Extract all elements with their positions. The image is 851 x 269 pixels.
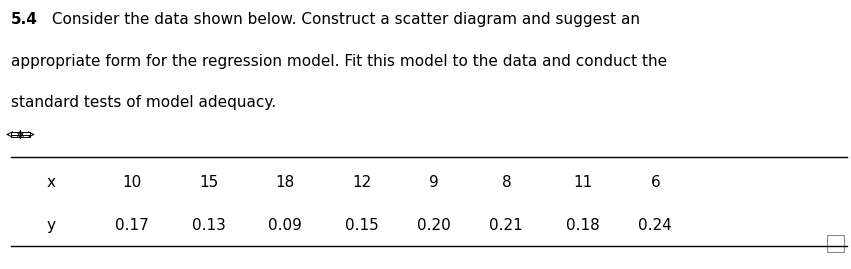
Text: 12: 12 (352, 175, 371, 190)
Text: x: x (47, 175, 56, 190)
Text: 18: 18 (276, 175, 294, 190)
Text: y: y (47, 218, 56, 233)
Text: Consider the data shown below. Construct a scatter diagram and suggest an: Consider the data shown below. Construct… (47, 12, 640, 27)
Text: 15: 15 (199, 175, 218, 190)
Text: 0.13: 0.13 (191, 218, 226, 233)
Text: 0.17: 0.17 (115, 218, 149, 233)
Text: 0.24: 0.24 (638, 218, 672, 233)
Text: 0.15: 0.15 (345, 218, 379, 233)
Text: appropriate form for the regression model. Fit this model to the data and conduc: appropriate form for the regression mode… (11, 54, 667, 69)
Bar (827, 235, 844, 252)
Text: 5.4: 5.4 (11, 12, 38, 27)
Text: 9: 9 (429, 175, 439, 190)
Text: 8: 8 (501, 175, 511, 190)
Text: 0.18: 0.18 (566, 218, 600, 233)
Text: standard tests of model adequacy.: standard tests of model adequacy. (11, 95, 277, 111)
Text: 10: 10 (123, 175, 141, 190)
Text: 11: 11 (574, 175, 592, 190)
Text: 0.21: 0.21 (489, 218, 523, 233)
Text: 6: 6 (650, 175, 660, 190)
Bar (11, 132, 30, 137)
Text: 0.20: 0.20 (417, 218, 451, 233)
Text: 0.09: 0.09 (268, 218, 302, 233)
